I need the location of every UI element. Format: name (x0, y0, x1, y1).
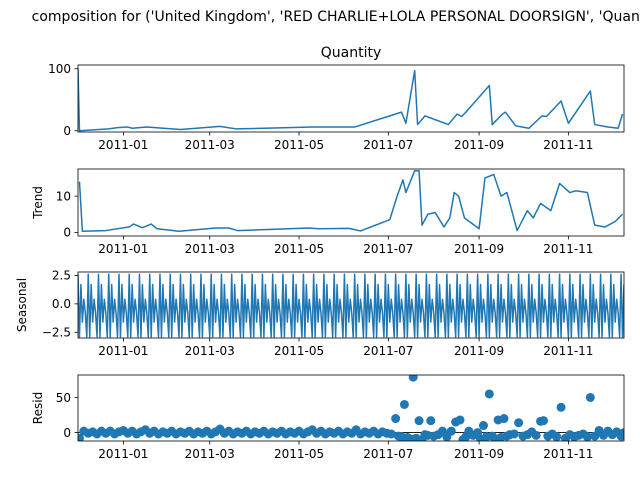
resid-point (514, 418, 524, 428)
trend-xtick-label: 2011-09 (454, 242, 504, 256)
seasonal-xtick-label: 2011-03 (185, 344, 235, 358)
resid-point (408, 375, 418, 382)
resid-axes-frame (77, 374, 625, 442)
resid-ytick-label: 0 (63, 426, 71, 440)
trend-ytick-label: 0 (63, 226, 71, 240)
resid-point (386, 429, 396, 439)
seasonal-ytick-label: 2.5 (52, 269, 71, 283)
seasonal-ytick-label: 0.0 (52, 297, 71, 311)
resid-point (556, 402, 566, 412)
seasonal-xtick-label: 2011-07 (363, 344, 413, 358)
trend-xtick-label: 2011-07 (363, 242, 413, 256)
resid-xtick-label: 2011-11 (543, 447, 593, 461)
resid-point (585, 392, 595, 402)
observed-series-line (78, 68, 624, 132)
resid-point (455, 415, 465, 425)
resid-point (499, 414, 509, 424)
seasonal-xtick-label: 2011-01 (98, 344, 148, 358)
trend-ytick-label: 10 (56, 189, 71, 203)
trend-series-line (78, 170, 624, 233)
seasonal-panel: 2011-01 2011-03 2011-05 2011-07 2011-09 2011-… (15, 269, 625, 358)
trend-xtick-label: 2011-05 (274, 242, 324, 256)
resid-xtick-label: 2011-09 (454, 447, 504, 461)
observed-xtick-label: 2011-11 (543, 138, 593, 152)
resid-point (619, 428, 624, 438)
observed-ytick-label: 100 (48, 62, 71, 76)
resid-ytick-label: 50 (56, 391, 71, 405)
figure-suptitle: composition for ('United Kingdom', 'RED … (32, 9, 640, 25)
observed-title: Quantity (321, 45, 382, 61)
resid-point (582, 432, 592, 441)
seasonal-ytick-label: −2.5 (42, 326, 71, 340)
resid-xtick-label: 2011-07 (363, 447, 413, 461)
observed-xtick-label: 2011-05 (274, 138, 324, 152)
panels: 2011-01 2011-03 2011-05 2011-07 2011-09 2011-… (15, 45, 625, 461)
seasonal-xtick-label: 2011-05 (274, 344, 324, 358)
observed-xtick-label: 2011-07 (363, 138, 413, 152)
resid-point (478, 421, 488, 431)
resid-point (391, 414, 401, 424)
seasonal-series-line (78, 273, 624, 338)
observed-panel: 2011-01 2011-03 2011-05 2011-07 2011-09 2011-… (48, 45, 625, 152)
trend-xtick-label: 2011-01 (98, 242, 148, 256)
resid-point (538, 416, 548, 426)
trend-axes-frame (77, 168, 625, 237)
trend-xtick-label: 2011-03 (185, 242, 235, 256)
seasonal-axes-frame (77, 271, 625, 339)
trend-xtick-label: 2011-11 (543, 242, 593, 256)
resid-point (414, 416, 424, 426)
resid-point (552, 432, 562, 441)
resid-ylabel: Resid (31, 392, 45, 424)
seasonal-ylabel: Seasonal (15, 278, 29, 332)
resid-point (446, 426, 456, 436)
resid-xtick-label: 2011-01 (98, 447, 148, 461)
observed-xtick-label: 2011-09 (454, 138, 504, 152)
resid-xtick-label: 2011-05 (274, 447, 324, 461)
resid-point (509, 429, 519, 439)
observed-xtick-label: 2011-03 (185, 138, 235, 152)
resid-panel: 2011-01 2011-03 2011-05 2011-07 2011-09 2011-… (31, 374, 625, 461)
observed-axes-frame (77, 64, 625, 133)
seasonal-xtick-label: 2011-11 (543, 344, 593, 358)
resid-xtick-label: 2011-03 (185, 447, 235, 461)
observed-ytick-label: 0 (63, 124, 71, 138)
seasonal-xtick-label: 2011-09 (454, 344, 504, 358)
resid-point (78, 433, 84, 441)
resid-point (484, 389, 494, 399)
trend-panel: 2011-01 2011-03 2011-05 2011-07 2011-09 2011-… (31, 168, 625, 256)
resid-point (531, 430, 541, 440)
resid-point (426, 416, 436, 426)
trend-ylabel: Trend (31, 186, 45, 220)
resid-point (399, 399, 409, 409)
observed-xtick-label: 2011-01 (98, 138, 148, 152)
